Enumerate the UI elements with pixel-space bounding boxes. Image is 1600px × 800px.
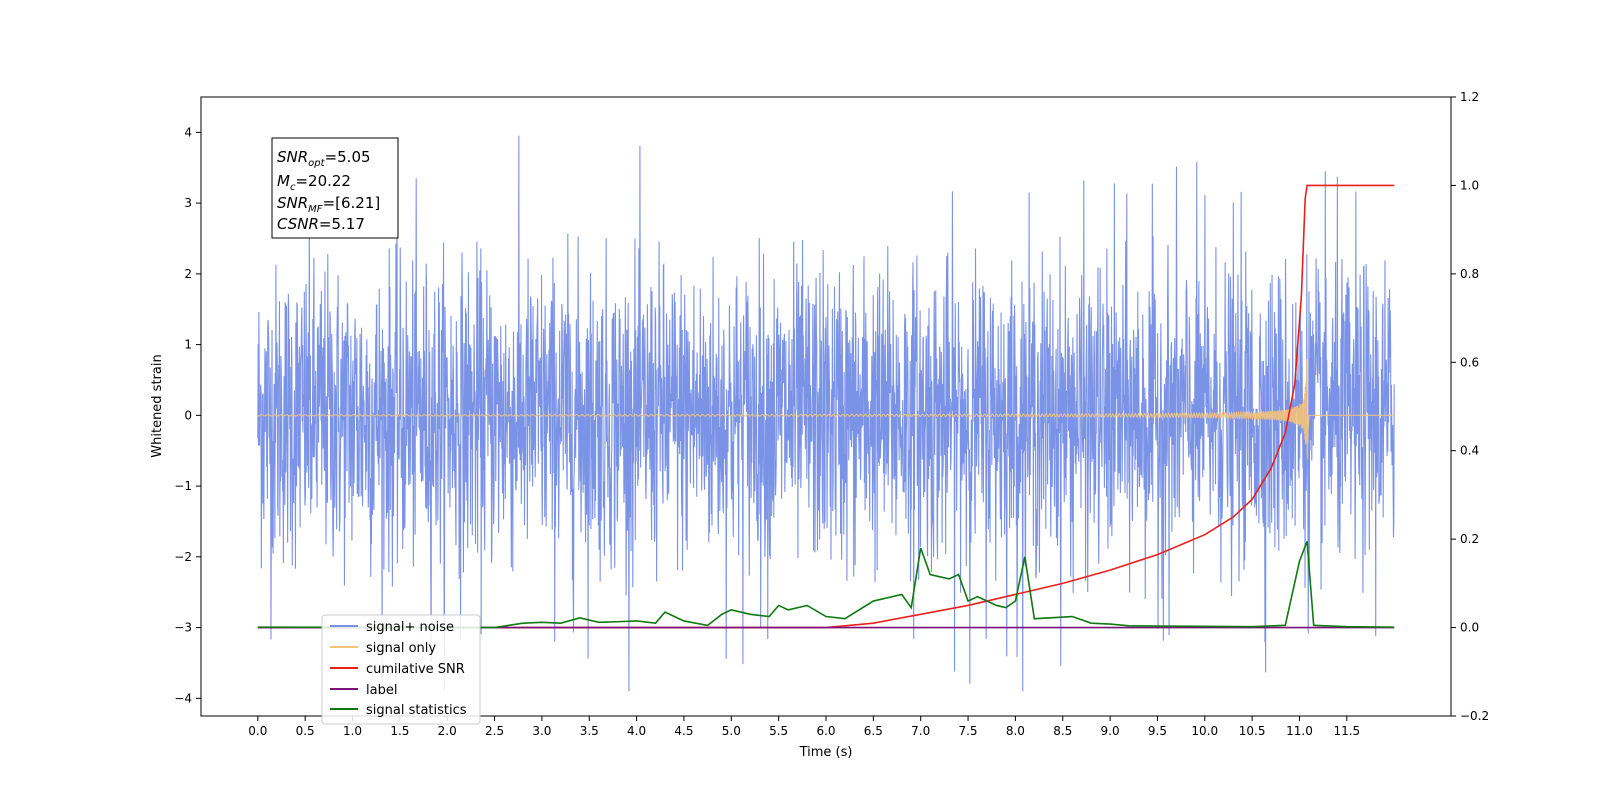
y-tick-label: 3 [184,196,192,210]
legend-label-signal-only: signal only [366,641,436,656]
x-tick-label: 3.0 [532,724,551,738]
x-tick-label: 2.0 [438,724,457,738]
y-tick-label: 0 [184,408,192,422]
x-tick-label: 10.0 [1191,724,1218,738]
y-tick-label: 4 [184,125,192,139]
x-axis-label: Time (s) [799,745,853,760]
y2-tick-label: 0.2 [1460,532,1479,546]
legend-label-cumilative-snr: cumilative SNR [366,662,465,677]
x-tick-label: 6.0 [816,724,835,738]
x-tick-label: 11.0 [1286,724,1313,738]
y-tick-label: −3 [174,621,192,635]
y2-tick-label: 1.0 [1460,178,1479,192]
y2-tick-label: −0.2 [1460,709,1489,723]
plot-area [257,135,1395,692]
x-tick-label: 2.5 [485,724,504,738]
y-tick-label: 2 [184,267,192,281]
y-tick-label: −2 [174,550,192,564]
x-tick-label: 9.5 [1148,724,1167,738]
y2-tick-label: 1.2 [1460,90,1479,104]
x-tick-label: 7.5 [958,724,977,738]
x-tick-label: 0.0 [248,724,267,738]
y2-tick-label: 0.6 [1460,355,1479,369]
x-tick-label: 5.5 [769,724,788,738]
y2-tick-label: 0.8 [1460,267,1479,281]
annotation-csnr: CSNR=5.17 [277,215,365,233]
x-tick-label: 4.5 [674,724,693,738]
x-tick-label: 4.0 [627,724,646,738]
y-tick-label: 1 [184,338,192,352]
annotation-mc: Mc=20.22 [277,172,351,193]
x-tick-label: 5.0 [722,724,741,738]
y-tick-label: −4 [174,691,192,705]
y-axis-right: −0.2 0.0 0.2 0.4 0.6 0.8 1.0 1.2 [1451,90,1489,723]
legend-label-signal-noise: signal+ noise [366,620,454,635]
x-tick-label: 7.0 [911,724,930,738]
x-tick-label: 3.5 [580,724,599,738]
legend: signal+ noise signal only cumilative SNR… [321,614,481,725]
y-axis-label: Whitened strain [150,354,165,457]
x-tick-label: 0.5 [296,724,315,738]
x-tick-label: 8.5 [1053,724,1072,738]
annotation-snr-mf: SNRMF=[6.21] [277,194,380,215]
y2-tick-label: 0.4 [1460,444,1479,458]
x-tick-label: 9.0 [1101,724,1120,738]
series-signal-only [257,359,1395,460]
annotation-box: SNRopt=5.05 Mc=20.22 SNRMF=[6.21] CSNR=5… [271,137,399,239]
x-tick-label: 1.0 [343,724,362,738]
y-tick-label: −1 [174,479,192,493]
series-signal-noise [257,135,1395,692]
x-tick-label: 1.5 [390,724,409,738]
annotation-snr-opt: SNRopt=5.05 [277,148,371,169]
series-cumilative-snr [257,184,1395,629]
x-tick-label: 8.0 [1006,724,1025,738]
series-signal-statistics [257,541,1395,629]
y2-tick-label: 0.0 [1460,621,1479,635]
x-tick-label: 10.5 [1239,724,1266,738]
legend-label-label: label [366,683,397,698]
legend-label-signal-statistics: signal statistics [366,703,467,718]
x-axis: 0.0 0.5 1.0 1.5 2.0 2.5 3.0 3.5 4.0 4.5 5.0 5.5 6.0 6… [248,716,1360,738]
x-tick-label: 11.5 [1333,724,1360,738]
x-tick-label: 6.5 [864,724,883,738]
y-axis-left: −4 −3 −2 −1 0 1 2 3 4 [174,125,201,705]
